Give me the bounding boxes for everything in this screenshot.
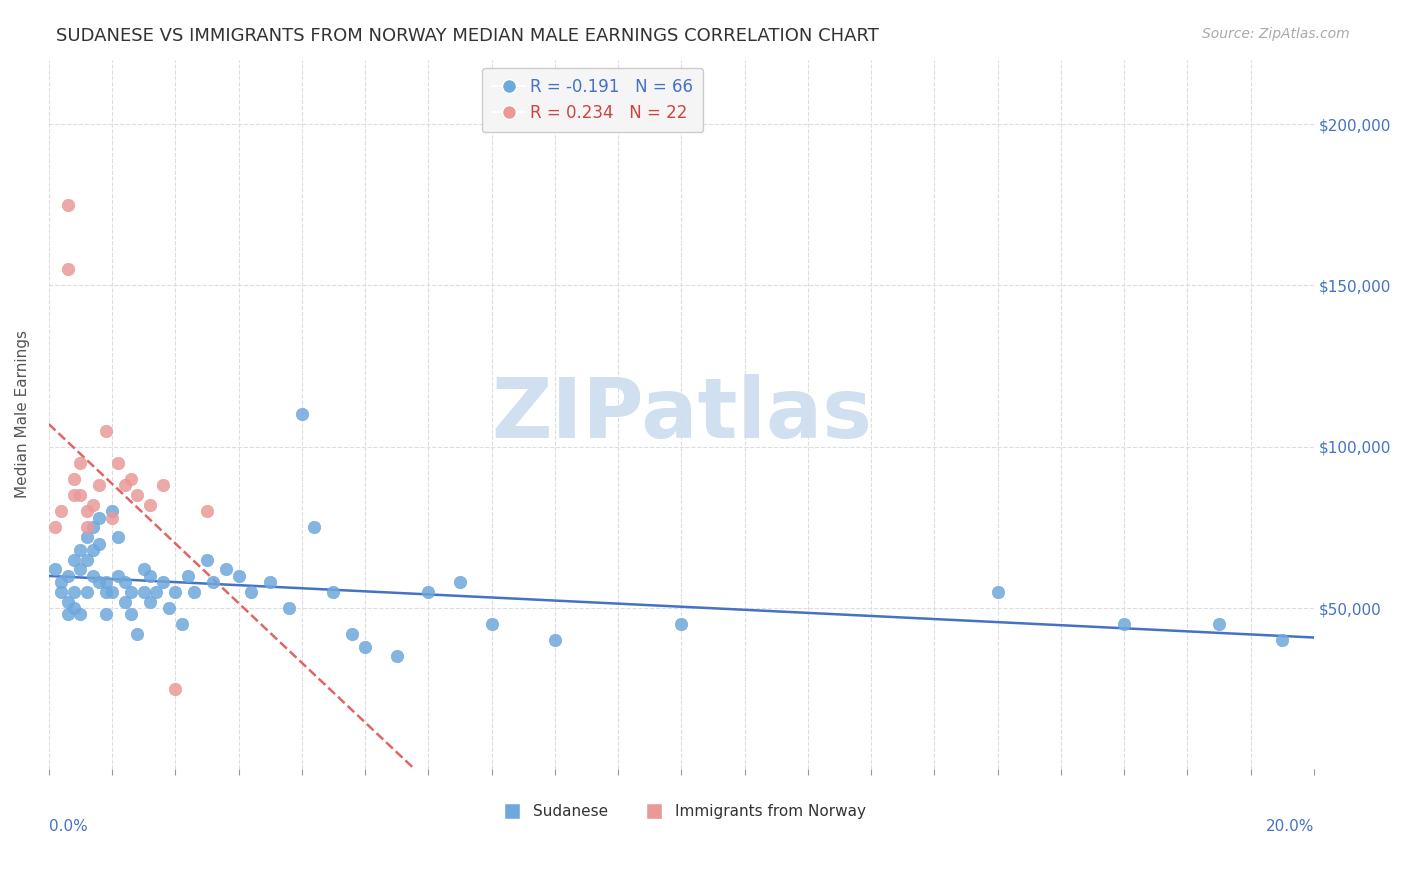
Point bbox=[51, 575, 73, 590]
Point bbox=[145, 585, 167, 599]
Point bbox=[89, 478, 111, 492]
Point bbox=[215, 562, 238, 576]
Text: 20.0%: 20.0% bbox=[1265, 819, 1313, 834]
Point bbox=[259, 575, 281, 590]
Point bbox=[82, 543, 104, 558]
Point bbox=[107, 568, 129, 582]
Point bbox=[76, 552, 98, 566]
Point bbox=[56, 198, 79, 212]
Point bbox=[63, 601, 86, 615]
Point bbox=[671, 617, 693, 632]
Point bbox=[51, 504, 73, 518]
Point bbox=[481, 617, 503, 632]
Point bbox=[101, 510, 124, 524]
Point bbox=[152, 478, 174, 492]
Point bbox=[44, 520, 66, 534]
Point bbox=[69, 488, 91, 502]
Point bbox=[94, 575, 117, 590]
Point bbox=[63, 488, 86, 502]
Point bbox=[322, 585, 344, 599]
Point bbox=[291, 408, 314, 422]
Point bbox=[304, 520, 326, 534]
Point bbox=[986, 585, 1008, 599]
Text: Source: ZipAtlas.com: Source: ZipAtlas.com bbox=[1202, 27, 1350, 41]
Point bbox=[195, 552, 218, 566]
Text: SUDANESE VS IMMIGRANTS FROM NORWAY MEDIAN MALE EARNINGS CORRELATION CHART: SUDANESE VS IMMIGRANTS FROM NORWAY MEDIA… bbox=[56, 27, 879, 45]
Point bbox=[183, 585, 205, 599]
Point bbox=[69, 543, 91, 558]
Point bbox=[1208, 617, 1230, 632]
Point bbox=[342, 627, 364, 641]
Point bbox=[165, 585, 187, 599]
Point bbox=[69, 456, 91, 470]
Point bbox=[132, 562, 155, 576]
Point bbox=[107, 456, 129, 470]
Point bbox=[278, 601, 301, 615]
Point bbox=[82, 520, 104, 534]
Point bbox=[152, 575, 174, 590]
Legend: Sudanese, Immigrants from Norway: Sudanese, Immigrants from Norway bbox=[491, 798, 872, 826]
Point bbox=[157, 601, 180, 615]
Point bbox=[63, 552, 86, 566]
Point bbox=[76, 504, 98, 518]
Point bbox=[82, 568, 104, 582]
Point bbox=[76, 585, 98, 599]
Point bbox=[94, 607, 117, 622]
Point bbox=[56, 607, 79, 622]
Point bbox=[69, 562, 91, 576]
Point bbox=[385, 649, 408, 664]
Point bbox=[69, 607, 91, 622]
Point bbox=[56, 262, 79, 277]
Point bbox=[89, 536, 111, 550]
Point bbox=[101, 504, 124, 518]
Point bbox=[94, 424, 117, 438]
Text: ZIPatlas: ZIPatlas bbox=[491, 374, 872, 455]
Point bbox=[1271, 633, 1294, 648]
Point bbox=[44, 562, 66, 576]
Point bbox=[418, 585, 440, 599]
Point bbox=[120, 585, 142, 599]
Point bbox=[354, 640, 377, 654]
Point bbox=[202, 575, 225, 590]
Point bbox=[56, 594, 79, 608]
Point bbox=[114, 575, 136, 590]
Point bbox=[170, 617, 193, 632]
Point bbox=[120, 472, 142, 486]
Point bbox=[228, 568, 250, 582]
Point bbox=[127, 627, 149, 641]
Point bbox=[240, 585, 263, 599]
Point bbox=[544, 633, 567, 648]
Point bbox=[127, 488, 149, 502]
Point bbox=[51, 585, 73, 599]
Point bbox=[94, 585, 117, 599]
Point bbox=[195, 504, 218, 518]
Point bbox=[139, 594, 162, 608]
Point bbox=[120, 607, 142, 622]
Point bbox=[89, 575, 111, 590]
Point bbox=[82, 498, 104, 512]
Point bbox=[1112, 617, 1135, 632]
Point bbox=[101, 585, 124, 599]
Point bbox=[177, 568, 200, 582]
Y-axis label: Median Male Earnings: Median Male Earnings bbox=[15, 330, 30, 499]
Point bbox=[139, 498, 162, 512]
Point bbox=[449, 575, 471, 590]
Point bbox=[76, 520, 98, 534]
Point bbox=[139, 568, 162, 582]
Text: 0.0%: 0.0% bbox=[49, 819, 87, 834]
Point bbox=[63, 585, 86, 599]
Point bbox=[165, 681, 187, 696]
Point bbox=[132, 585, 155, 599]
Point bbox=[76, 530, 98, 544]
Point bbox=[63, 472, 86, 486]
Point bbox=[114, 594, 136, 608]
Point bbox=[56, 568, 79, 582]
Point bbox=[114, 478, 136, 492]
Point bbox=[89, 510, 111, 524]
Point bbox=[107, 530, 129, 544]
